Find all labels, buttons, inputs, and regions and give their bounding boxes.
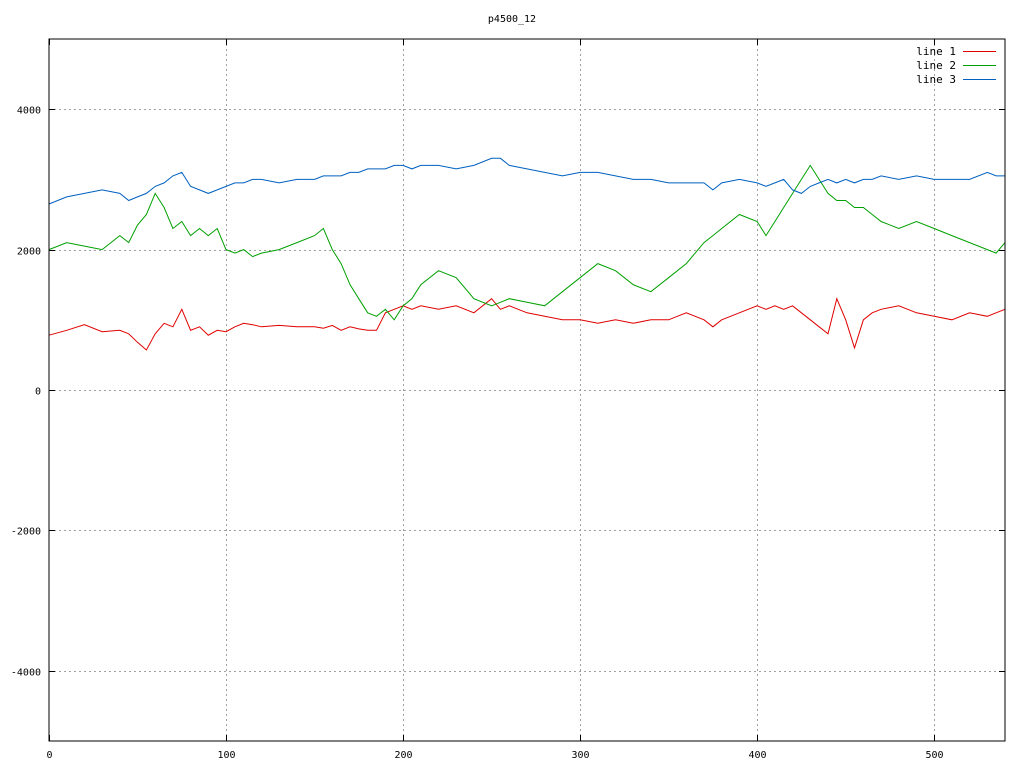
series-line-2 [48, 164, 1006, 321]
grid-lines [49, 39, 1005, 741]
chart-title: p4500_12 [488, 14, 536, 25]
y-tick-label: 0 [35, 387, 41, 398]
series-line-3 [48, 157, 1005, 205]
x-tick-label: 500 [925, 750, 943, 761]
tick-labels: 0 100 200 300 400 500 -4000 -2000 0 2000 4000 [11, 106, 944, 762]
y-tick-label: -2000 [11, 527, 41, 538]
x-tick-label: 300 [571, 750, 589, 761]
x-tick-label: 0 [46, 750, 52, 761]
y-tick-label: -4000 [11, 668, 41, 679]
series-line-1 [48, 297, 1006, 351]
series-lines [48, 157, 1006, 351]
plot-frame [48, 38, 1006, 742]
y-tick-label: 2000 [17, 247, 41, 258]
legend-label-1: line 1 [916, 45, 956, 58]
x-tick-label: 100 [217, 750, 235, 761]
y-tick-label: 4000 [17, 106, 41, 117]
x-tick-label: 200 [394, 750, 412, 761]
x-tick-label: 400 [748, 750, 766, 761]
legend-label-3: line 3 [916, 73, 956, 86]
axis-ticks [49, 39, 1005, 741]
legend-label-2: line 2 [916, 59, 956, 72]
